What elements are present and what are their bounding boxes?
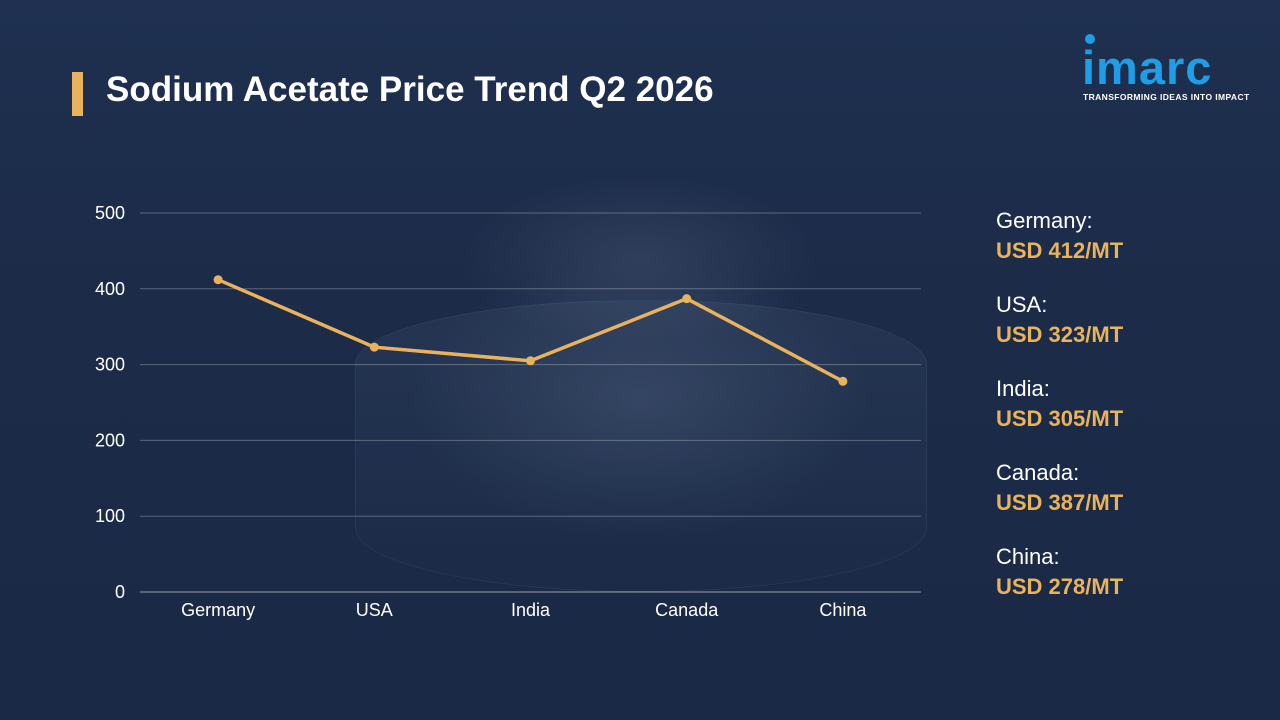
legend-country: Germany: [996,208,1093,233]
legend-item-canada: Canada: USD 387/MT [996,458,1266,518]
legend-item-india: India: USD 305/MT [996,374,1266,434]
legend-value: USD 305/MT [996,406,1124,431]
data-point [369,342,379,352]
series-line [216,277,845,384]
y-tick-label: 300 [95,355,125,375]
logo-wordmark: imarc [1082,41,1213,94]
y-tick-label: 0 [115,582,125,602]
price-trend-chart: 0 100 200 300 400 500 Germany USA India Canada Ch… [95,203,921,620]
data-point [682,294,692,304]
imarc-logo: imarc TRANSFORMING IDEAS INTO IMPACT [1082,32,1252,112]
y-axis-tick-labels: 0 100 200 300 400 500 [95,203,125,602]
price-legend: Germany: USD 412/MT USA: USD 323/MT Indi… [996,206,1266,626]
legend-country: India: [996,376,1050,401]
data-point [526,356,535,366]
legend-item-usa: USA: USD 323/MT [996,290,1266,350]
legend-value: USD 412/MT [996,238,1124,263]
data-point [213,275,223,285]
y-tick-label: 500 [95,203,125,223]
legend-item-china: China: USD 278/MT [996,542,1266,602]
y-tick-label: 100 [95,506,125,526]
x-tick-label: India [511,600,551,620]
x-tick-label: China [819,600,867,620]
grid-lines [140,212,921,593]
title-accent-bar [72,72,83,116]
x-axis-tick-labels: Germany USA India Canada China [181,600,867,620]
page-title: Sodium Acetate Price Trend Q2 2026 [106,70,714,109]
legend-value: USD 387/MT [996,490,1124,515]
x-tick-label: USA [356,600,393,620]
legend-country: Canada: [996,460,1080,485]
x-tick-label: Canada [655,600,719,620]
y-tick-label: 200 [95,430,125,450]
legend-value: USD 323/MT [996,322,1124,347]
y-tick-label: 400 [95,279,125,299]
legend-country: China: [996,544,1060,569]
legend-country: USA: [996,292,1048,317]
legend-value: USD 278/MT [996,574,1124,599]
logo-dot [1085,34,1095,44]
data-point [838,376,848,386]
bowl-image [355,300,927,592]
price-series [213,275,848,386]
legend-item-germany: Germany: USD 412/MT [996,206,1266,266]
logo-tagline: TRANSFORMING IDEAS INTO IMPACT [1083,92,1250,102]
x-tick-label: Germany [181,600,255,620]
